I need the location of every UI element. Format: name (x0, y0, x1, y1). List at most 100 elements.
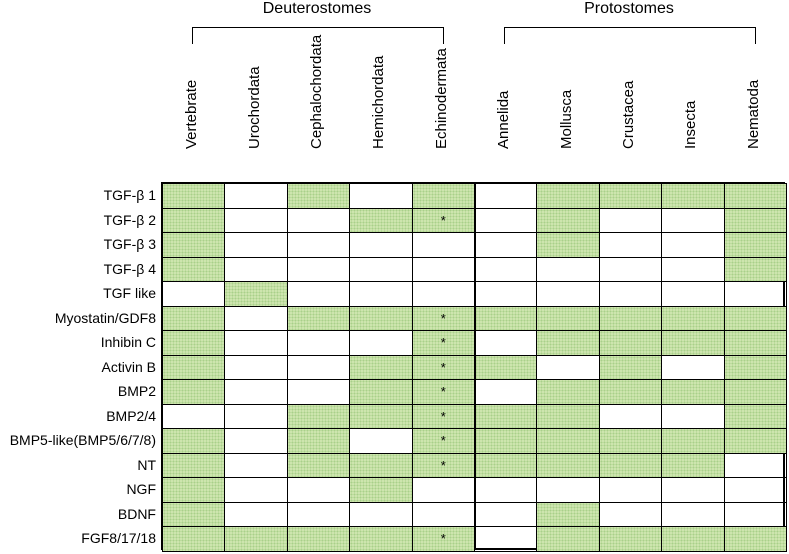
cell-tgf-1-nematoda (723, 183, 787, 209)
row-label-tgf-1: TGF-β 1 (103, 187, 156, 203)
group-label-deuterostomes: Deuterostomes (262, 0, 372, 17)
cell-tgf-1-cephalochordata (286, 183, 351, 209)
cell-tgf-3-cephalochordata (286, 232, 351, 258)
cell-bmp2-annelida (474, 379, 538, 405)
cell-ngf-insecta (661, 477, 725, 503)
column-label-cephalochordata: Cephalochordata (308, 34, 325, 149)
cell-tgf-2-hemichordata (349, 207, 413, 233)
cell-bdnf-crustacea (598, 501, 663, 527)
cell-nt-cephalochordata (286, 452, 351, 478)
cell-myostatin-gdf8-annelida (474, 305, 538, 331)
cell-bdnf-hemichordata (349, 501, 413, 527)
cell-tgf-2-echinodermata: * (411, 207, 475, 233)
cell-bmp2-cephalochordata (286, 379, 351, 405)
cell-fgf8-17-18-annelida (474, 526, 538, 552)
row-label-fgf8-17-18: FGF8/17/18 (81, 530, 156, 546)
cell-tgf-3-annelida (474, 232, 538, 258)
cell-myostatin-gdf8-urochordata (224, 305, 288, 331)
row-label-ngf: NGF (126, 481, 156, 497)
cell-bdnf-cephalochordata (286, 501, 351, 527)
cell-tgf-3-urochordata (224, 232, 288, 258)
cell-inhibin-c-nematoda (723, 330, 787, 356)
row-label-bmp5-like-bmp5-6-7-8: BMP5-like(BMP5/6/7/8) (9, 432, 156, 448)
asterisk-mark: * (440, 335, 446, 350)
cell-bmp2-nematoda (723, 379, 787, 405)
cell-myostatin-gdf8-hemichordata (349, 305, 413, 331)
cell-myostatin-gdf8-insecta (661, 305, 725, 331)
cell-ngf-urochordata (224, 477, 288, 503)
cell-bmp5-like-bmp5-6-7-8-insecta (661, 428, 725, 454)
cell-ngf-vertebrate (162, 477, 226, 503)
cell-bmp2-insecta (661, 379, 725, 405)
cell-inhibin-c-echinodermata: * (411, 330, 475, 356)
cell-fgf8-17-18-nematoda (723, 526, 787, 552)
cell-bmp5-like-bmp5-6-7-8-crustacea (598, 428, 663, 454)
presence-grid: * * * * * * * * * (161, 182, 787, 552)
cell-tgf-1-annelida (474, 183, 538, 209)
cell-bmp2-4-mollusca (536, 403, 600, 429)
cell-tgf-like-cephalochordata (286, 281, 351, 307)
cell-bmp2-4-hemichordata (349, 403, 413, 429)
row-label-tgf-like: TGF like (103, 285, 156, 301)
column-label-hemichordata: Hemichordata (370, 55, 388, 149)
cell-bmp2-4-annelida (474, 403, 538, 429)
row-label-bmp2-4: BMP2/4 (106, 407, 156, 424)
asterisk-mark: * (440, 531, 446, 546)
row-label-tgf-3: TGF-β 3 (103, 236, 156, 252)
cell-nt-nematoda (723, 452, 787, 478)
cell-tgf-2-urochordata (224, 207, 288, 233)
asterisk-mark: * (440, 384, 446, 399)
row-label-tgf-4: TGF-β 4 (103, 260, 156, 277)
group-label-protostomes: Protostomes (584, 0, 674, 17)
asterisk-mark: * (440, 408, 446, 424)
cell-tgf-like-echinodermata (411, 281, 475, 307)
column-label-vertebrate: Vertebrate (183, 79, 201, 149)
group-bracket-protostomes (504, 27, 756, 44)
cell-tgf-3-hemichordata (349, 232, 413, 258)
cell-myostatin-gdf8-mollusca (536, 305, 600, 331)
cell-tgf-1-mollusca (536, 183, 600, 209)
cell-bmp2-urochordata (224, 379, 288, 405)
cell-bdnf-nematoda (723, 501, 787, 527)
cell-tgf-4-cephalochordata (286, 256, 351, 282)
column-label-crustacea: Crustacea (620, 80, 637, 149)
cell-tgf-1-vertebrate (162, 183, 226, 209)
row-label-bdnf: BDNF (117, 505, 156, 522)
cell-bmp5-like-bmp5-6-7-8-hemichordata (349, 428, 413, 454)
asterisk-mark: * (440, 433, 446, 448)
cell-myostatin-gdf8-echinodermata: * (411, 305, 475, 331)
cell-nt-mollusca (536, 452, 600, 478)
asterisk-mark: * (440, 359, 446, 375)
cell-bmp5-like-bmp5-6-7-8-urochordata (224, 428, 288, 454)
cell-bmp2-4-crustacea (598, 403, 663, 429)
cell-activin-b-hemichordata (349, 354, 413, 380)
cell-tgf-2-insecta (661, 207, 725, 233)
cell-bdnf-echinodermata (411, 501, 475, 527)
cell-tgf-1-echinodermata (411, 183, 475, 209)
cell-inhibin-c-insecta (661, 330, 725, 356)
column-label-insecta: Insecta (682, 100, 700, 149)
cell-tgf-3-mollusca (536, 232, 600, 258)
cell-tgf-3-crustacea (598, 232, 663, 258)
cell-myostatin-gdf8-nematoda (723, 305, 787, 331)
cell-myostatin-gdf8-cephalochordata (286, 305, 351, 331)
cell-fgf8-17-18-cephalochordata (286, 526, 351, 552)
cell-inhibin-c-urochordata (224, 330, 288, 356)
cell-bmp2-4-vertebrate (162, 403, 226, 429)
cell-tgf-like-nematoda (723, 281, 787, 307)
cell-tgf-4-annelida (474, 256, 538, 282)
cell-inhibin-c-cephalochordata (286, 330, 351, 356)
cell-fgf8-17-18-mollusca (536, 526, 600, 552)
cell-tgf-4-vertebrate (162, 256, 226, 282)
cell-tgf-2-cephalochordata (286, 207, 351, 233)
cell-nt-hemichordata (349, 452, 413, 478)
cell-bmp2-crustacea (598, 379, 663, 405)
cell-tgf-like-vertebrate (162, 281, 226, 307)
asterisk-mark: * (440, 310, 446, 326)
cell-fgf8-17-18-insecta (661, 526, 725, 552)
cell-tgf-1-crustacea (598, 183, 663, 209)
cell-activin-b-vertebrate (162, 354, 226, 380)
cell-activin-b-crustacea (598, 354, 663, 380)
cell-bmp5-like-bmp5-6-7-8-cephalochordata (286, 428, 351, 454)
cell-tgf-2-vertebrate (162, 207, 226, 233)
